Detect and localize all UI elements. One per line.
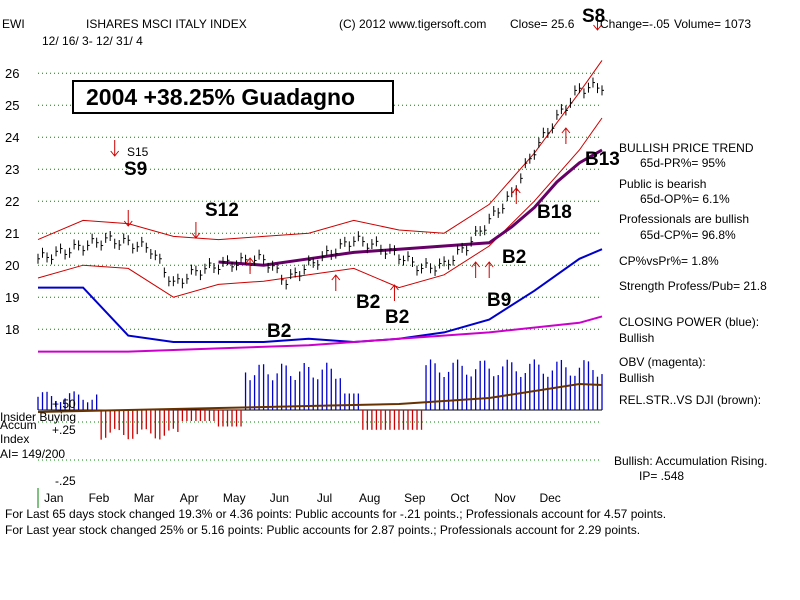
y-axis-labels: 18 19 20 21 22 23 24 25 26 xyxy=(5,66,19,337)
x-tick-label: Oct xyxy=(451,491,470,505)
signal-b2-jul: B2 xyxy=(356,292,381,313)
bullish-price-trend: BULLISH PRICE TREND xyxy=(619,141,754,155)
buy-arrow xyxy=(471,261,481,278)
y-tick-label: 18 xyxy=(5,322,19,337)
change-value: Change=-.05 xyxy=(600,17,670,31)
signal-b2-oct: B2 xyxy=(502,247,527,268)
sell-arrow xyxy=(191,222,201,239)
relstr-line xyxy=(37,382,603,413)
closing_power-line xyxy=(38,248,603,344)
date-range: 12/ 16/ 3- 12/ 31/ 4 xyxy=(42,34,143,48)
y-tick-label: 22 xyxy=(5,194,19,209)
price-bars xyxy=(37,77,604,290)
footer-year: For Last year stock changed 25% or 5.16 … xyxy=(5,523,641,537)
headline-box: 2004 +38.25% Guadagno xyxy=(72,80,394,114)
x-tick-label: Apr xyxy=(180,491,199,505)
signal-arrows xyxy=(110,14,602,301)
tick-minus-25: -.25 xyxy=(55,474,76,488)
signal-s12: S12 xyxy=(205,200,239,221)
y-tick-label: 26 xyxy=(5,66,19,81)
close-value: Close= 25.6 xyxy=(510,17,575,31)
insider-buying-label: Insider Buying xyxy=(0,410,77,424)
sell-arrow xyxy=(593,14,602,31)
moving_average-line xyxy=(218,148,603,267)
ip-value: IP= .548 xyxy=(639,469,685,483)
signal-b2-aug: B2 xyxy=(385,307,410,328)
obv-value: Bullish xyxy=(619,371,655,385)
volume-value: Volume= 1073 xyxy=(674,17,752,31)
op-value: 65d-OP%= 6.1% xyxy=(640,192,730,206)
signal-b18: B18 xyxy=(537,202,572,223)
x-tick-label: Jul xyxy=(317,491,332,505)
signal-s8: S8 xyxy=(582,6,606,27)
tick-plus-25: +.25 xyxy=(52,423,76,437)
upper_band-line xyxy=(37,60,603,241)
cp-value: 65d-CP%= 96.8% xyxy=(640,228,736,242)
y-tick-label: 25 xyxy=(5,98,19,113)
y-tick-label: 21 xyxy=(5,226,19,241)
y-tick-label: 19 xyxy=(5,290,19,305)
x-tick-label: Nov xyxy=(494,491,515,505)
public-status: Public is bearish xyxy=(619,177,707,191)
y-tick-label: 24 xyxy=(5,130,19,145)
x-tick-label: Mar xyxy=(134,491,155,505)
relstr-label: REL.STR..VS DJI (brown): xyxy=(619,393,762,407)
x-tick-label: Sep xyxy=(404,491,426,505)
buy-arrow xyxy=(245,257,255,274)
professionals-status: Professionals are bullish xyxy=(619,212,750,226)
x-tick-label: Dec xyxy=(539,491,560,505)
strength-value: Strength Profess/Pub= 21.8 xyxy=(619,279,767,293)
buy-arrow xyxy=(484,261,494,278)
accumulation-bars xyxy=(37,359,603,440)
obv-label: OBV (magenta): xyxy=(619,355,706,369)
x-tick-label: May xyxy=(223,491,246,505)
index-label: Index xyxy=(0,432,30,446)
pr-value: 65d-PR%= 95% xyxy=(640,156,726,170)
x-tick-label: Jan xyxy=(44,491,63,505)
cpvspr-value: CP%vsPr%= 1.8% xyxy=(619,254,719,268)
sell-arrow xyxy=(110,140,120,157)
buy-arrow xyxy=(390,284,399,301)
signal-s9: S9 xyxy=(124,159,148,180)
tick-plus-50: +.50 xyxy=(52,397,76,411)
sell-arrow xyxy=(123,210,133,227)
series-lines xyxy=(37,60,603,413)
buy-arrow xyxy=(331,274,341,291)
x-tick-label: Feb xyxy=(89,491,110,505)
obv-line xyxy=(38,315,603,353)
copyright-source: (C) 2012 www.tigersoft.com xyxy=(339,17,487,31)
closing-power-label: CLOSING POWER (blue): xyxy=(619,315,760,329)
signal-b13: B13 xyxy=(585,149,620,170)
lower_band-line xyxy=(37,117,603,298)
x-tick-label: Jun xyxy=(270,491,289,505)
closing-power-value: Bullish xyxy=(619,331,655,345)
buy-arrow xyxy=(511,187,521,204)
y-tick-label: 20 xyxy=(5,258,19,273)
x-axis-labels: Jan Feb Mar Apr May Jun Jul Aug Sep Oct Nov Dec xyxy=(44,491,561,505)
buy-arrow xyxy=(561,127,571,144)
y-tick-label: 23 xyxy=(5,162,19,177)
chart-title: ISHARES MSCI ITALY INDEX xyxy=(86,17,247,31)
signal-s15: S15 xyxy=(127,145,149,159)
footer-65-day: For Last 65 days stock changed 19.3% or … xyxy=(5,507,667,521)
signal-b2-may: B2 xyxy=(267,321,292,342)
ai-value: AI= 149/200 xyxy=(0,447,66,461)
signal-b9: B9 xyxy=(487,290,512,311)
accum-label: Accum xyxy=(0,418,37,432)
accumulation-status: Bullish: Accumulation Rising. xyxy=(614,454,768,468)
symbol-label: EWI xyxy=(2,17,25,31)
x-tick-label: Aug xyxy=(359,491,380,505)
